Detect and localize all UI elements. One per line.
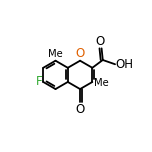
Text: Me: Me (94, 78, 109, 88)
Text: F: F (36, 76, 43, 88)
Text: OH: OH (116, 58, 134, 71)
Text: Me: Me (48, 49, 62, 59)
Text: O: O (75, 47, 85, 60)
Text: O: O (96, 35, 105, 48)
Text: O: O (75, 103, 85, 116)
